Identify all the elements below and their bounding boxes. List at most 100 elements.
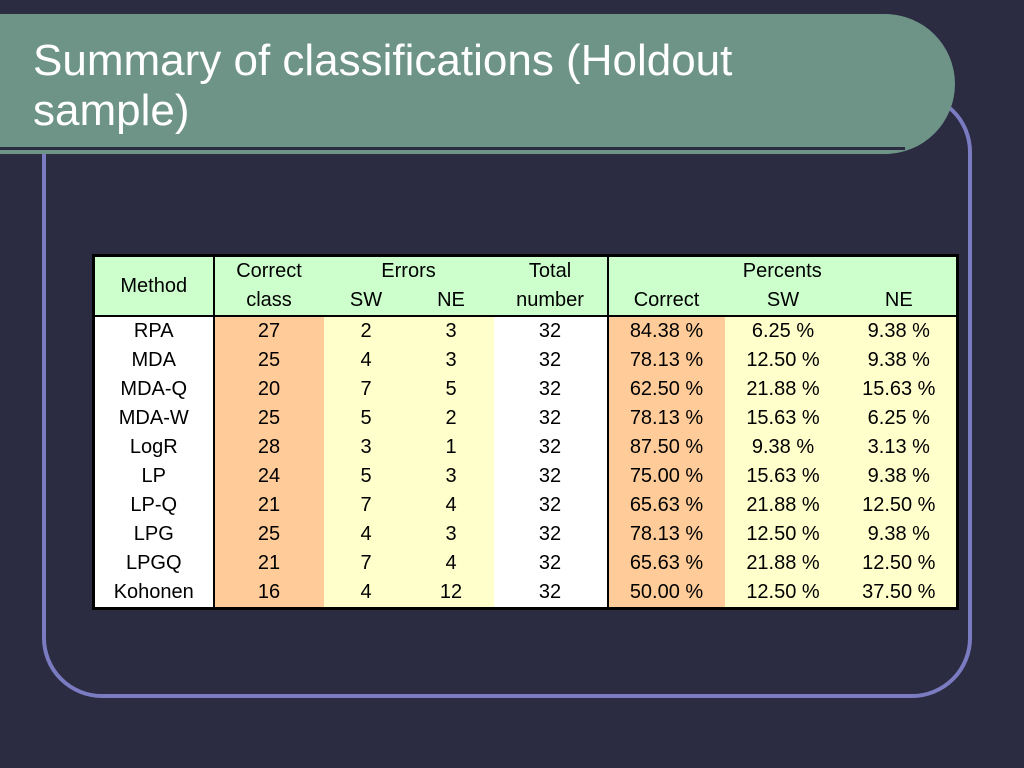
total-number-cell: 32 <box>493 578 608 609</box>
pct-sw-cell: 21.88 % <box>724 491 842 520</box>
pct-ne-cell: 9.38 % <box>841 316 958 346</box>
correct-class-cell: 27 <box>212 316 324 346</box>
method-cell: Kohonen <box>93 578 214 609</box>
errors-sw-cell: 7 <box>323 491 409 520</box>
header-errors-ne: NE <box>408 286 494 317</box>
slide-title: Summary of classifications (Holdout samp… <box>33 36 733 135</box>
errors-ne-cell: 3 <box>408 462 494 491</box>
header-correct-class-top: Correct <box>212 255 324 286</box>
pct-correct-cell: 65.63 % <box>606 491 725 520</box>
method-cell: LP-Q <box>93 491 214 520</box>
method-cell: RPA <box>93 316 214 346</box>
pct-ne-cell: 9.38 % <box>841 462 958 491</box>
correct-class-cell: 21 <box>212 549 324 578</box>
header-row-bottom: class SW NE number Correct SW NE <box>94 286 958 317</box>
pct-ne-cell: 9.38 % <box>841 346 958 375</box>
pct-correct-cell: 78.13 % <box>606 346 725 375</box>
pct-sw-cell: 6.25 % <box>724 316 842 346</box>
method-cell: LPG <box>93 520 214 549</box>
header-pct-correct: Correct <box>606 286 725 317</box>
pct-ne-cell: 12.50 % <box>841 549 958 578</box>
method-cell: LPGQ <box>93 549 214 578</box>
method-cell: LogR <box>93 433 214 462</box>
method-cell: LP <box>93 462 214 491</box>
total-number-cell: 32 <box>493 346 608 375</box>
errors-ne-cell: 12 <box>408 578 494 609</box>
total-number-cell: 32 <box>493 549 608 578</box>
errors-ne-cell: 1 <box>408 433 494 462</box>
errors-sw-cell: 4 <box>323 520 409 549</box>
errors-sw-cell: 4 <box>323 346 409 375</box>
correct-class-cell: 25 <box>212 404 324 433</box>
table-row: Kohonen 16 4 12 32 50.00 % 12.50 % 37.50 % <box>93 578 958 609</box>
table-row: LogR 28 3 1 32 87.50 % 9.38 % 3.13 % <box>93 433 958 462</box>
pct-correct-cell: 62.50 % <box>606 375 725 404</box>
pct-ne-cell: 9.38 % <box>841 520 958 549</box>
header-total-bottom: number <box>493 286 608 317</box>
correct-class-cell: 21 <box>212 491 324 520</box>
correct-class-cell: 20 <box>212 375 324 404</box>
errors-sw-cell: 5 <box>323 462 409 491</box>
correct-class-cell: 24 <box>212 462 324 491</box>
method-cell: MDA <box>93 346 214 375</box>
header-pct-ne: NE <box>841 286 958 317</box>
errors-sw-cell: 5 <box>323 404 409 433</box>
method-cell: MDA-Q <box>93 375 214 404</box>
errors-ne-cell: 3 <box>408 316 494 346</box>
pct-correct-cell: 65.63 % <box>606 549 725 578</box>
pct-ne-cell: 12.50 % <box>841 491 958 520</box>
header-method: Method <box>93 255 214 317</box>
correct-class-cell: 25 <box>212 520 324 549</box>
table-row: LPG 25 4 3 32 78.13 % 12.50 % 9.38 % <box>93 520 958 549</box>
errors-sw-cell: 2 <box>323 316 409 346</box>
errors-sw-cell: 3 <box>323 433 409 462</box>
table-row: LPGQ 21 7 4 32 65.63 % 21.88 % 12.50 % <box>93 549 958 578</box>
correct-class-cell: 16 <box>212 578 324 609</box>
pct-sw-cell: 12.50 % <box>724 346 842 375</box>
title-band: Summary of classifications (Holdout samp… <box>0 14 955 154</box>
pct-sw-cell: 21.88 % <box>724 375 842 404</box>
pct-ne-cell: 15.63 % <box>841 375 958 404</box>
errors-ne-cell: 2 <box>408 404 494 433</box>
pct-correct-cell: 50.00 % <box>606 578 725 609</box>
table-row: MDA-Q 20 7 5 32 62.50 % 21.88 % 15.63 % <box>93 375 958 404</box>
correct-class-cell: 28 <box>212 433 324 462</box>
header-row-top: Method Correct Errors Total Percents <box>93 255 958 317</box>
table-row: MDA 25 4 3 32 78.13 % 12.50 % 9.38 % <box>93 346 958 375</box>
errors-ne-cell: 3 <box>408 346 494 375</box>
table-row: LP 24 5 3 32 75.00 % 15.63 % 9.38 % <box>93 462 958 491</box>
pct-sw-cell: 15.63 % <box>724 404 842 433</box>
method-cell: MDA-W <box>93 404 214 433</box>
table-body: RPA 27 2 3 32 84.38 % 6.25 % 9.38 % MDA 25 4 3 32 78.… <box>93 316 958 609</box>
errors-sw-cell: 4 <box>323 578 409 609</box>
header-total-top: Total <box>493 255 608 286</box>
errors-sw-cell: 7 <box>323 375 409 404</box>
pct-correct-cell: 78.13 % <box>606 520 725 549</box>
total-number-cell: 32 <box>493 316 608 346</box>
table-row: RPA 27 2 3 32 84.38 % 6.25 % 9.38 % <box>93 316 958 346</box>
pct-sw-cell: 15.63 % <box>724 462 842 491</box>
pct-sw-cell: 12.50 % <box>724 578 842 609</box>
errors-ne-cell: 4 <box>408 549 494 578</box>
correct-class-cell: 25 <box>212 346 324 375</box>
errors-ne-cell: 5 <box>408 375 494 404</box>
pct-correct-cell: 84.38 % <box>606 316 725 346</box>
header-correct-class-bottom: class <box>212 286 324 317</box>
header-percents: Percents <box>606 255 958 286</box>
pct-sw-cell: 21.88 % <box>724 549 842 578</box>
pct-sw-cell: 9.38 % <box>724 433 842 462</box>
total-number-cell: 32 <box>493 433 608 462</box>
total-number-cell: 32 <box>493 520 608 549</box>
pct-ne-cell: 6.25 % <box>841 404 958 433</box>
table-row: MDA-W 25 5 2 32 78.13 % 15.63 % 6.25 % <box>93 404 958 433</box>
total-number-cell: 32 <box>493 375 608 404</box>
pct-ne-cell: 37.50 % <box>841 578 958 609</box>
pct-sw-cell: 12.50 % <box>724 520 842 549</box>
errors-sw-cell: 7 <box>323 549 409 578</box>
pct-correct-cell: 75.00 % <box>606 462 725 491</box>
header-errors: Errors <box>323 255 494 286</box>
total-number-cell: 32 <box>493 404 608 433</box>
title-underline <box>0 147 905 150</box>
classification-summary-table: Method Correct Errors Total Percents cla… <box>92 254 960 610</box>
errors-ne-cell: 4 <box>408 491 494 520</box>
